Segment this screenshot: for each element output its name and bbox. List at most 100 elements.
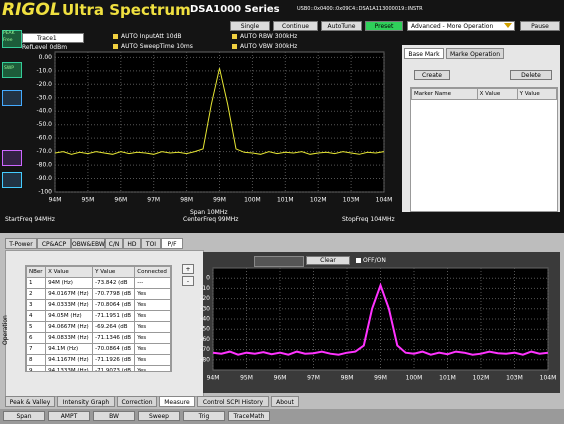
softkey[interactable]: BW [93,411,135,421]
table-row: 4 94.05M (Hz) -71.1951 (dB Yes [26,310,171,322]
softkey[interactable]: AMPT [48,411,90,421]
delete-button[interactable]: Delete [510,70,552,80]
pause-button[interactable]: Pause [520,21,560,31]
y-tick-label: -10.0 [36,67,52,74]
y-tick-label: -80.0 [36,162,52,169]
column-header: X Value [476,88,518,100]
y-tick-label: -60.0 [36,135,52,142]
preset-button[interactable]: Preset [365,21,403,31]
toggle-label: OFF/ON [363,257,386,264]
softkey[interactable]: Span [3,411,45,421]
trace [212,282,549,356]
bottom-tab[interactable]: Measure [159,396,195,407]
stop-freq: StopFreq 104MHz [342,216,395,223]
y-tick-label: -70.0 [36,148,52,155]
y-tick-label: -60 [200,336,210,343]
bottom-tab[interactable]: Control SCPI History [197,396,269,407]
table-row: 5 94.0667M (Hz) -69.264 (dB Yes [26,321,171,333]
remove-button[interactable]: - [182,276,194,286]
measure-tab[interactable]: CP&ACP [37,238,71,249]
header-row: NBer X Value Y Value Connected [26,266,171,278]
x-tick-label: 99M [374,375,387,382]
x-tick-label: 96M [114,197,127,204]
start-freq: StartFreq 94MHz [5,216,55,223]
trace-selector[interactable]: Trace1 [22,33,84,43]
measure-tab[interactable]: T-Power [5,238,37,249]
y-tick-label: -30 [200,305,210,312]
measure-tab[interactable]: HD [123,238,141,249]
side-icon[interactable] [2,90,22,106]
ref-level: RefLevel 0dBm [22,44,68,51]
softkey[interactable]: Trig [183,411,225,421]
y-tick-label: -90.0 [36,175,52,182]
x-tick-label: 102M [310,197,327,204]
table-cell: Yes [134,332,171,344]
x-tick-label: 102M [473,375,490,382]
auto-setting: AUTO SweepTime 10ms [121,43,193,50]
x-tick-label: 97M [147,197,160,204]
measure-tab[interactable]: C/N [105,238,123,249]
marker-table: Marker Name X Value Y Value [410,87,558,212]
auto-setting: AUTO RBW 300kHz [240,33,298,40]
bottom-tab[interactable]: Peak & Valley [5,396,55,407]
bottom-tab[interactable]: Intensity Graph [57,396,115,407]
table-cell: Yes [134,299,171,311]
auto-setting: AUTO VBW 300kHz [240,43,298,50]
marker-tab[interactable]: Marke Operation [446,48,504,59]
checkbox[interactable] [113,44,118,49]
y-tick-label: -10 [200,285,210,292]
bottom-tab[interactable]: About [271,396,299,407]
continue-button[interactable]: Continue [273,21,318,31]
checkbox[interactable] [113,34,118,39]
softkey[interactable]: TraceMath [228,411,270,421]
table-row: 8 94.1167M (Hz) -71.1926 (dB Yes [26,354,171,366]
side-icon[interactable] [2,150,22,166]
checkbox[interactable] [232,44,237,49]
x-tick-label: 94M [207,375,220,382]
x-tick-label: 98M [341,375,354,382]
clear-button[interactable]: Clear [306,256,350,265]
side-icon[interactable] [2,62,22,78]
measure-tab[interactable]: TOI [141,238,161,249]
x-tick-label: 97M [307,375,320,382]
table-cell: 9 [26,365,47,371]
y-tick-label: -50 [200,326,210,333]
y-tick-label: -100 [38,189,52,196]
y-tick-label: -40.0 [36,108,52,115]
y-tick-label: -40 [200,316,210,323]
span: Span 10MHz [190,209,228,216]
side-icon[interactable] [2,172,22,188]
trace [54,68,385,155]
autotune-button[interactable]: AutoTune [321,21,362,31]
checkbox[interactable] [356,258,361,263]
table-row: 6 94.0833M (Hz) -71.1346 (dB Yes [26,332,171,344]
column-header: Marker Name [411,88,478,100]
x-tick-label: 98M [180,197,193,204]
softkey[interactable]: Sweep [138,411,180,421]
side-icon[interactable] [2,30,22,48]
marker-tab[interactable]: Base Mark [404,48,444,59]
bottom-tab[interactable]: Correction [117,396,157,407]
x-tick-label: 104M [540,375,557,382]
create-button[interactable]: Create [414,70,450,80]
measure-tab[interactable]: OBW&EBW [71,238,105,249]
side-icon-label: PEAK [3,31,15,36]
trace-combo[interactable] [254,256,304,267]
x-tick-label: 95M [81,197,94,204]
table-cell: -70.7798 (dB [92,288,136,300]
product: Ultra Spectrum [62,1,191,19]
x-tick-label: 100M [244,197,261,204]
x-tick-label: 103M [506,375,523,382]
table-cell: -69.264 (dB [92,321,136,333]
checkbox[interactable] [232,34,237,39]
x-tick-label: 94M [49,197,62,204]
table-row: 3 94.0333M (Hz) -70.8064 (dB Yes [26,299,171,311]
measure-tab[interactable]: P/F [161,238,183,249]
table-cell: Yes [134,365,171,371]
series: DSA1000 Series [190,4,280,15]
single-button[interactable]: Single [230,21,270,31]
operation-menu[interactable]: Advanced - More Operation [407,21,515,31]
add-button[interactable]: + [182,264,194,274]
x-tick-label: 103M [343,197,360,204]
